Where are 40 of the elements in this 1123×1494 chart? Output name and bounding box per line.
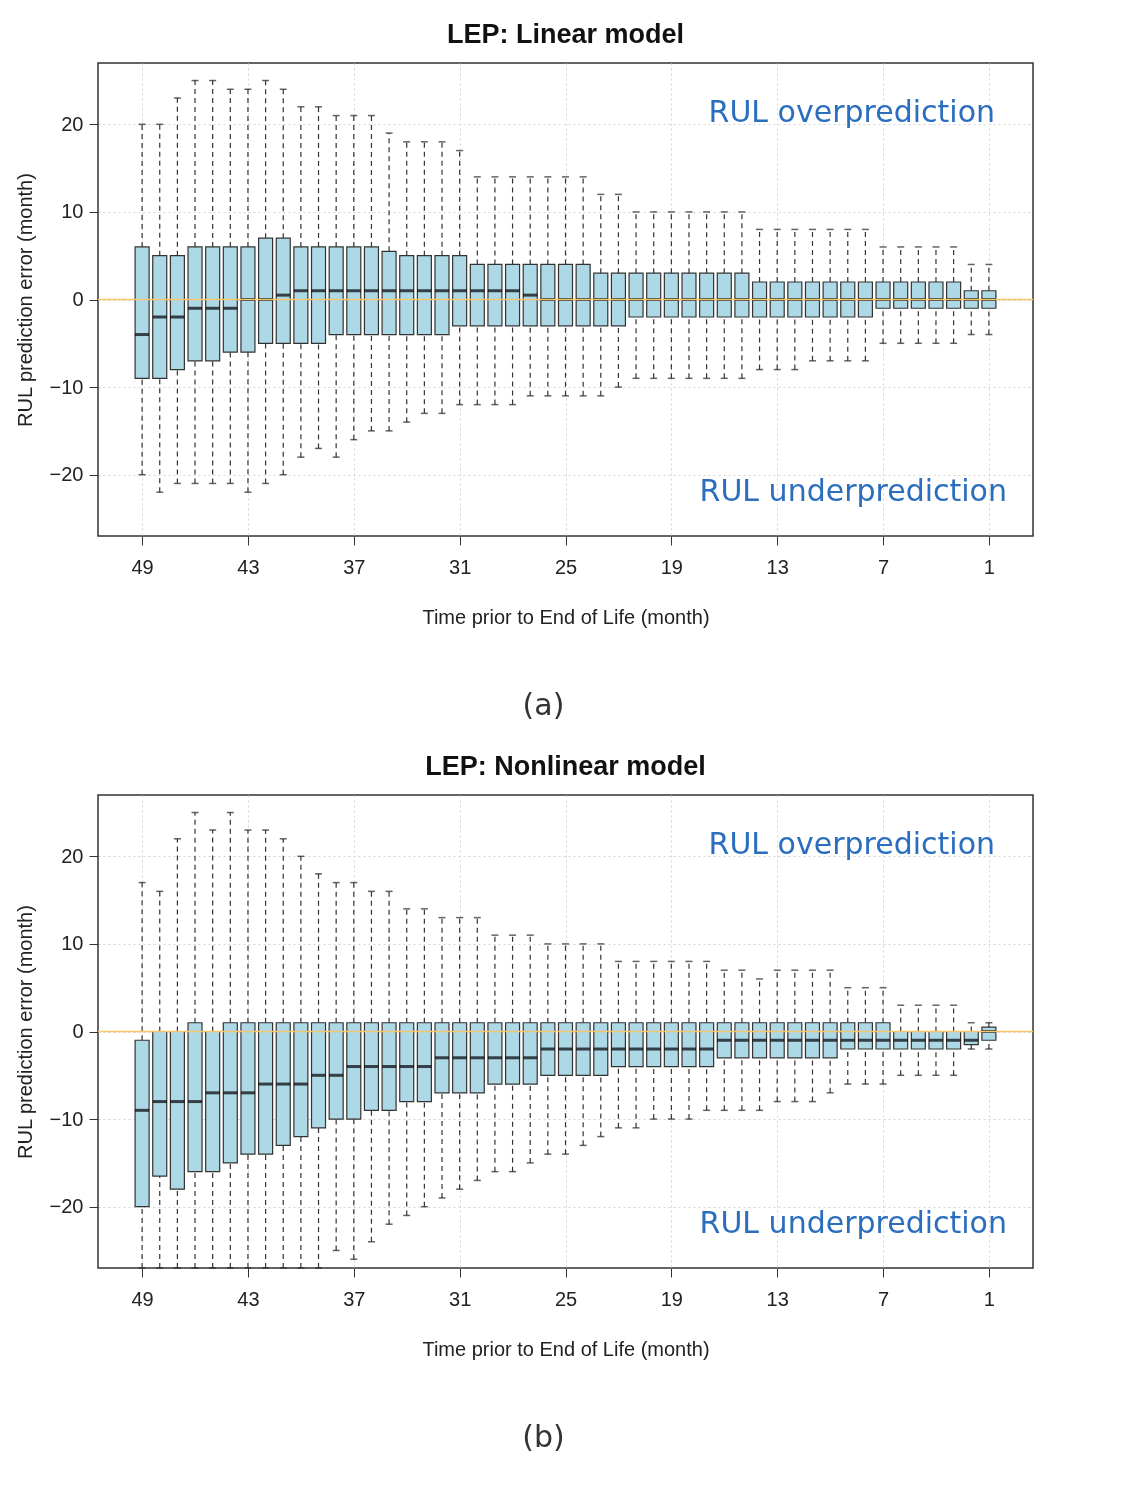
- x-axis-title: Time prior to End of Life (month): [422, 1337, 710, 1360]
- x-tick-label: 19: [660, 555, 683, 578]
- x-axis-title: Time prior to End of Life (month): [422, 605, 710, 628]
- x-tick-label: 31: [449, 1287, 472, 1310]
- x-tick-label: 13: [766, 1287, 789, 1310]
- text: (b): [522, 1419, 565, 1454]
- y-tick-label: 20: [61, 112, 84, 135]
- x-tick-label: 19: [660, 1287, 683, 1310]
- x-tick-label: 49: [131, 1287, 154, 1310]
- x-tick-label: 43: [237, 555, 260, 578]
- x-tick-label: 37: [343, 555, 366, 578]
- x-tick-label: 25: [554, 555, 578, 578]
- y-tick-label: −20: [49, 1195, 84, 1218]
- x-tick-label: 13: [766, 555, 789, 578]
- annotation: RUL underprediction: [699, 1205, 1007, 1240]
- x-tick-label: 43: [237, 1287, 260, 1310]
- x-tick-label: 37: [343, 1287, 366, 1310]
- x-tick-label: 25: [554, 1287, 578, 1310]
- x-tick-label: 7: [877, 555, 890, 578]
- x-tick-label: 49: [131, 555, 154, 578]
- x-tick-label: 7: [877, 1287, 890, 1310]
- x-tick-label: 1: [983, 555, 995, 578]
- annotation: RUL overprediction: [708, 826, 995, 861]
- y-tick-label: 20: [61, 844, 84, 867]
- y-tick-label: 10: [61, 200, 84, 223]
- y-tick-label: 10: [61, 932, 84, 955]
- chart-title: LEP: Nonlinear model: [425, 751, 706, 781]
- y-tick-label: 0: [72, 288, 84, 310]
- y-tick-label: −10: [49, 1107, 84, 1130]
- text: (a): [522, 687, 565, 722]
- x-tick-label: 31: [449, 555, 472, 578]
- y-axis-title: RUL prediction error (month): [13, 905, 36, 1159]
- x-tick-label: 1: [983, 1287, 995, 1310]
- chart-title: LEP: Linear model: [446, 19, 685, 49]
- y-tick-label: 0: [72, 1020, 84, 1042]
- y-tick-label: −10: [49, 375, 84, 398]
- annotation: RUL underprediction: [699, 473, 1007, 508]
- y-tick-label: −20: [49, 463, 84, 486]
- y-axis-title: RUL prediction error (month): [13, 173, 36, 427]
- annotation: RUL overprediction: [708, 94, 995, 129]
